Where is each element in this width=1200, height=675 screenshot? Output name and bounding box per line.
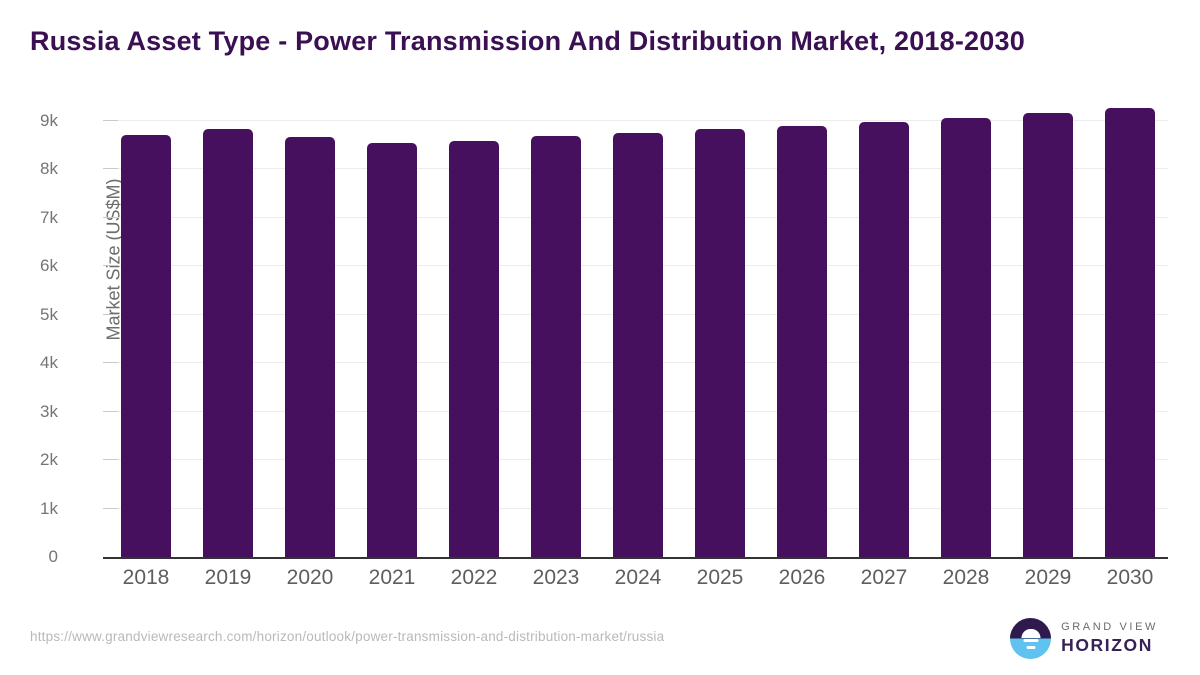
x-tick-label-2022: 2022 — [450, 566, 498, 589]
y-tick-mark — [103, 313, 118, 315]
x-tick-label-2020: 2020 — [286, 566, 334, 589]
x-tick-label-2027: 2027 — [860, 566, 908, 589]
bar-2029[interactable] — [1023, 113, 1073, 557]
y-tick-mark — [103, 459, 118, 460]
bar-2025[interactable] — [695, 129, 745, 557]
x-tick-label-2029: 2029 — [1024, 566, 1072, 589]
y-tick-label-8k: 8k — [40, 159, 58, 178]
x-tick-label-2019: 2019 — [204, 566, 252, 589]
x-tick-label-2030: 2030 — [1106, 566, 1154, 589]
bar-2028[interactable] — [941, 117, 991, 557]
bar-2026[interactable] — [777, 126, 827, 557]
bar-2021[interactable] — [367, 142, 417, 557]
x-tick-label-2026: 2026 — [778, 566, 826, 589]
x-tick-label-2023: 2023 — [532, 566, 580, 589]
water-line-icon — [1026, 645, 1036, 649]
bar-2019[interactable] — [203, 128, 253, 557]
y-tick-label-3k: 3k — [40, 401, 58, 421]
plot-area: 0 1k 2k 3k 4k 5k 6k 7k 8k 9k 2018 2019 2020 2021 2022 2… — [40, 98, 1168, 589]
x-tick-label-2025: 2025 — [696, 566, 744, 589]
y-tick-mark — [103, 119, 118, 121]
bar-2030[interactable] — [1105, 108, 1155, 557]
bar-2020[interactable] — [285, 137, 335, 557]
grand-view-horizon-logo: GRAND VIEW HORIZON — [1010, 617, 1158, 659]
sun-dome-shape — [1021, 628, 1041, 638]
y-tick-mark — [103, 410, 118, 412]
y-tick-mark — [103, 362, 118, 363]
logo-text-grand-view: GRAND VIEW — [1061, 620, 1158, 633]
bar-2022[interactable] — [449, 140, 499, 557]
gridline-9k — [103, 119, 1168, 121]
chart-title: Russia Asset Type - Power Transmission A… — [30, 26, 1025, 56]
y-tick-label-5k: 5k — [40, 304, 58, 324]
y-tick-label-0: 0 — [48, 547, 58, 566]
y-tick-label-1k: 1k — [40, 498, 58, 518]
x-tick-label-2028: 2028 — [942, 566, 990, 589]
y-tick-label-6k: 6k — [40, 256, 58, 275]
y-tick-label-2k: 2k — [40, 450, 58, 469]
y-tick-label-4k: 4k — [40, 353, 58, 372]
y-tick-mark — [103, 507, 118, 509]
water-line-icon — [1023, 639, 1039, 643]
x-tick-label-2024: 2024 — [614, 566, 662, 589]
source-url: https://www.grandviewresearch.com/horizo… — [30, 629, 665, 644]
bar-2024[interactable] — [613, 132, 663, 557]
y-tick-mark — [103, 168, 118, 169]
horizon-sunrise-icon — [1010, 617, 1052, 659]
bar-2018[interactable] — [121, 134, 171, 557]
bar-2027[interactable] — [859, 122, 909, 557]
x-tick-label-2018: 2018 — [122, 566, 170, 589]
x-tick-label-2021: 2021 — [368, 566, 416, 589]
logo-text: GRAND VIEW HORIZON — [1061, 621, 1158, 656]
y-tick-mark — [103, 265, 118, 266]
bar-2023[interactable] — [531, 135, 581, 557]
y-tick-label-9k: 9k — [40, 110, 58, 130]
logo-text-horizon: HORIZON — [1061, 634, 1153, 655]
y-tick-mark — [103, 216, 118, 218]
y-tick-label-7k: 7k — [40, 207, 58, 227]
